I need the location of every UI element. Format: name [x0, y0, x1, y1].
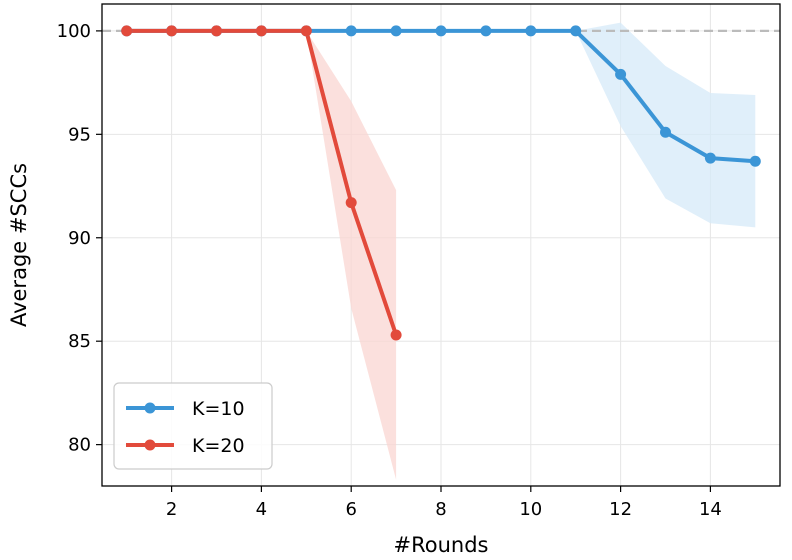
data-point-k-10 — [480, 25, 492, 37]
y-tick-label: 95 — [68, 124, 91, 145]
data-point-k-10 — [390, 25, 402, 37]
data-point-k-20 — [210, 25, 222, 37]
data-point-k-20 — [300, 25, 312, 37]
legend-label-k-20: K=20 — [192, 435, 245, 457]
legend-label-k-10: K=10 — [192, 398, 245, 420]
y-tick-label: 80 — [68, 435, 91, 456]
y-tick-label: 100 — [57, 21, 91, 42]
data-point-k-10 — [660, 126, 672, 138]
y-tick-label: 90 — [68, 228, 91, 249]
data-point-k-10 — [525, 25, 537, 37]
data-point-k-20 — [166, 25, 178, 37]
data-point-k-20 — [121, 25, 133, 37]
x-tick-label: 8 — [435, 499, 446, 520]
data-point-k-10 — [704, 152, 716, 164]
x-axis-label: #Rounds — [394, 533, 489, 557]
data-point-k-10 — [435, 25, 447, 37]
x-axis-ticks: 2 4 6 8 10 12 14 — [166, 486, 722, 520]
legend-marker-k-10 — [144, 402, 156, 414]
y-tick-label: 85 — [68, 331, 91, 352]
confidence-band-k-20 — [126, 30, 397, 480]
y-axis-ticks: 80 85 90 95 100 — [57, 21, 102, 456]
x-tick-label: 12 — [609, 499, 632, 520]
confidence-bands — [126, 22, 756, 480]
data-point-k-10 — [615, 68, 627, 80]
data-point-k-20 — [345, 197, 357, 209]
x-tick-label: 4 — [256, 499, 267, 520]
legend-marker-k-20 — [144, 439, 156, 451]
data-point-k-10 — [749, 155, 761, 167]
data-point-k-10 — [570, 25, 582, 37]
x-tick-label: 6 — [345, 499, 356, 520]
x-tick-label: 14 — [699, 499, 722, 520]
data-point-k-20 — [255, 25, 267, 37]
legend: K=10 K=20 — [113, 382, 273, 470]
y-axis-label: Average #SCCs — [7, 163, 31, 327]
x-tick-label: 2 — [166, 499, 177, 520]
series-points — [121, 25, 761, 341]
confidence-band-k-10 — [126, 22, 756, 228]
data-point-k-20 — [390, 329, 402, 341]
x-tick-label: 10 — [519, 499, 542, 520]
data-point-k-10 — [345, 25, 357, 37]
